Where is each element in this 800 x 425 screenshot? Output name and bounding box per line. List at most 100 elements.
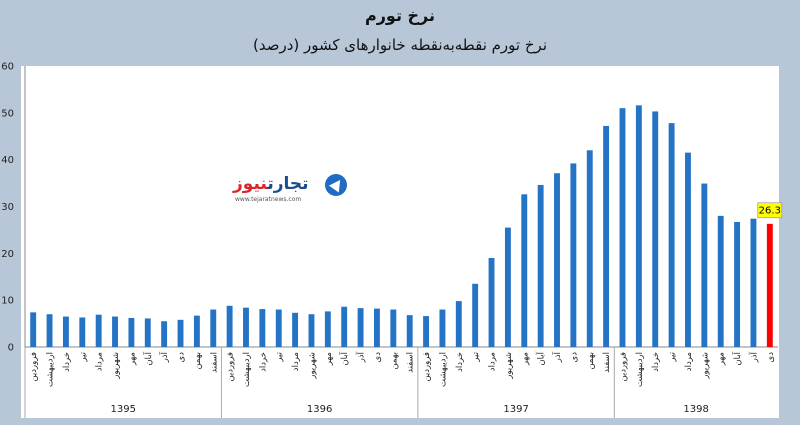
year-group-label: 1395 — [110, 404, 135, 415]
x-tick-label: فروردین — [226, 352, 236, 382]
bar — [586, 150, 593, 347]
y-tick-label: 60 — [1, 62, 14, 73]
x-tick-label: بهمن — [586, 352, 596, 370]
bar — [144, 318, 151, 347]
x-tick-label: بهمن — [193, 352, 203, 370]
bar — [308, 314, 315, 347]
x-tick-label: خرداد — [651, 352, 661, 372]
x-tick-label: شهریور — [111, 352, 121, 380]
x-tick-label: مهر — [324, 352, 334, 366]
y-tick-label: 0 — [8, 343, 14, 354]
x-tick-label: دی — [569, 352, 579, 363]
x-tick-label: تیر — [668, 351, 678, 362]
bar — [62, 316, 69, 347]
x-tick-label: اردیبهشت — [438, 352, 448, 387]
x-tick-label: اردیبهشت — [46, 352, 56, 387]
x-tick-label: شهریور — [700, 352, 710, 380]
bar — [324, 311, 331, 347]
bar — [193, 315, 200, 347]
x-tick-label: دی — [177, 352, 187, 363]
x-tick-label: خرداد — [455, 352, 465, 372]
x-tick-label: مرداد — [684, 352, 694, 371]
y-tick-label: 40 — [1, 155, 14, 166]
bar — [734, 221, 741, 347]
bar — [423, 316, 430, 347]
bar — [275, 309, 282, 347]
y-tick-label: 10 — [1, 296, 14, 307]
x-tick-label: آبان — [142, 351, 154, 365]
x-tick-label: فروردین — [29, 352, 39, 382]
bar — [128, 317, 135, 347]
bar — [79, 317, 86, 347]
bar — [177, 319, 184, 347]
x-tick-label: شهریور — [504, 352, 514, 380]
x-tick-label: آبان — [731, 351, 743, 365]
watermark-name-part1: تجارت — [267, 174, 309, 194]
year-group-label: 1398 — [683, 404, 708, 415]
bar — [554, 173, 560, 347]
bar — [373, 308, 380, 347]
bar — [717, 215, 724, 347]
watermark-url: www.tejaratnews.com — [235, 196, 302, 203]
bar — [537, 184, 544, 347]
x-tick-label: اسفند — [209, 352, 219, 373]
bar — [570, 163, 577, 347]
bar — [95, 314, 102, 347]
bar — [292, 312, 299, 347]
x-tick-label: اسفند — [602, 352, 612, 373]
bar — [210, 309, 217, 347]
x-tick-label: اسفند — [406, 352, 416, 373]
bar — [472, 283, 479, 347]
x-tick-label: مرداد — [488, 352, 498, 371]
bar — [46, 314, 53, 347]
x-tick-label: مهر — [520, 352, 530, 366]
bar — [357, 308, 364, 347]
watermark-name: تجارتنیوز — [233, 174, 309, 194]
chart-title: نرخ تورم — [364, 6, 436, 25]
bar — [685, 152, 691, 347]
x-tick-label: شهریور — [307, 352, 317, 380]
bar — [668, 123, 675, 348]
x-tick-label: خرداد — [62, 352, 72, 372]
y-tick-label: 30 — [1, 202, 14, 213]
x-tick-label: مرداد — [95, 352, 105, 371]
bar — [226, 305, 233, 347]
x-tick-label: مهر — [127, 352, 137, 366]
bar — [504, 227, 511, 347]
bar — [635, 105, 642, 347]
bar — [243, 307, 249, 347]
bar — [455, 301, 462, 347]
x-tick-label: آذر — [158, 351, 170, 363]
x-tick-label: فروردین — [422, 352, 432, 382]
x-tick-label: آذر — [551, 351, 563, 363]
year-group-label: 1396 — [307, 404, 332, 415]
watermark-icon — [325, 174, 347, 196]
bar — [259, 309, 266, 347]
data-label-box — [757, 202, 783, 219]
bar — [488, 258, 495, 347]
x-tick-label: مهر — [717, 352, 727, 366]
watermark-logo: تجارتنیوز www.tejaratnews.com — [233, 172, 348, 208]
data-label: 26.3 — [759, 205, 781, 216]
bar — [750, 218, 757, 347]
y-tick-label: 50 — [1, 108, 14, 119]
bar — [652, 111, 659, 347]
y-tick-label: 20 — [1, 249, 14, 260]
x-tick-label: دی — [766, 352, 776, 363]
bar — [701, 183, 708, 347]
x-tick-label: تیر — [471, 351, 481, 362]
bar — [439, 309, 446, 347]
x-tick-label: اردیبهشت — [635, 352, 645, 387]
x-tick-label: آبان — [535, 351, 547, 365]
x-tick-label: تیر — [78, 351, 88, 362]
x-tick-label: بهمن — [389, 352, 399, 370]
bar — [112, 316, 118, 347]
chart-subtitle: نرخ تورم نقطه‌به‌نقطه خانوارهای کشور (در… — [252, 36, 548, 54]
bar — [390, 309, 397, 347]
x-tick-label: دی — [373, 352, 383, 363]
bar-highlighted — [766, 223, 773, 347]
bar — [341, 306, 348, 347]
bar — [161, 321, 168, 347]
